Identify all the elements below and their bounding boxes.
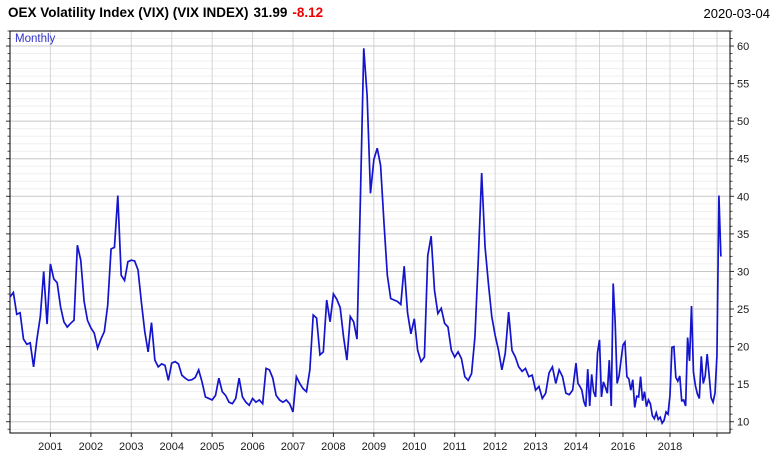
y-axis-label: 25 — [737, 304, 749, 316]
x-axis-label: 2010 — [402, 441, 426, 453]
x-axis-label: 2007 — [281, 441, 305, 453]
y-axis-label: 30 — [737, 266, 749, 278]
chart-date: 2020-03-04 — [703, 6, 771, 21]
y-axis-label: 55 — [737, 79, 749, 91]
x-axis-label: 2001 — [38, 441, 62, 453]
y-axis-label: 50 — [737, 116, 749, 128]
y-axis-label: 40 — [737, 191, 749, 203]
y-axis-label: 10 — [737, 417, 749, 429]
y-axis-label: 20 — [737, 342, 749, 354]
x-axis-label: 2004 — [159, 441, 183, 453]
chart-title-bar: OEX Volatility Index (VIX) (VIX INDEX) 31… — [8, 5, 323, 20]
x-axis-label: 2005 — [200, 441, 224, 453]
last-price: 31.99 — [253, 5, 288, 20]
x-axis-label: 2018 — [658, 441, 682, 453]
x-axis-label: 2002 — [79, 441, 103, 453]
y-axis-label: 35 — [737, 229, 749, 241]
x-axis-label: 2003 — [119, 441, 143, 453]
x-axis-label: 2014 — [564, 441, 588, 453]
price-change: -8.12 — [292, 5, 324, 20]
period-label: Monthly — [15, 33, 56, 45]
y-axis-label: 60 — [737, 41, 749, 53]
page-title: OEX Volatility Index (VIX) (VIX INDEX) — [8, 5, 249, 20]
x-axis-label: 2016 — [611, 441, 635, 453]
plot-frame — [9, 30, 731, 434]
vix-series-line — [9, 48, 722, 426]
x-axis-label: 2011 — [443, 441, 467, 453]
y-axis-label: 45 — [737, 154, 749, 166]
y-axis-label: 15 — [737, 379, 749, 391]
x-axis-label: 2012 — [483, 441, 507, 453]
x-axis-label: 2009 — [362, 441, 386, 453]
x-axis-label: 2013 — [523, 441, 547, 453]
x-axis-label: 2008 — [321, 441, 345, 453]
x-axis-label: 2006 — [240, 441, 264, 453]
